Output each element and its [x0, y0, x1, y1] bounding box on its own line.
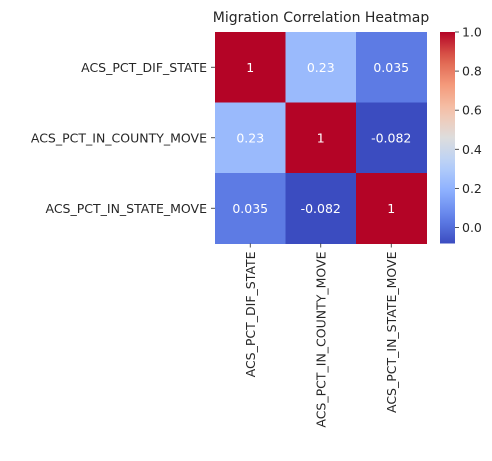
heatmap-cell-label-r2-c1: -0.082	[301, 201, 341, 216]
heatmap-cell-label-r0-c0: 1	[246, 60, 254, 75]
heatmap-cell-r1-c2	[356, 102, 427, 174]
heatmap-cell-r1-c1	[285, 102, 357, 174]
column-tick-label: ACS_PCT_IN_COUNTY_MOVE	[313, 251, 328, 427]
heatmap-cell-r0-c1	[285, 32, 357, 103]
heatmap-cell-r2-c1	[285, 173, 357, 244]
heatmap-cell-label-r2-c0: 0.035	[232, 201, 268, 216]
column-tick-labels: ACS_PCT_DIF_STATE ACS_PCT_IN_COUNTY_MOVE A…	[243, 243, 399, 428]
row-tick-labels: ACS_PCT_DIF_STATE ACS_PCT_IN_COUNTY_MOVE A…	[31, 60, 215, 216]
column-tick-label: ACS_PCT_IN_STATE_MOVE	[384, 251, 399, 413]
heatmap-cell-label-r1-c1: 1	[317, 130, 325, 145]
chart-title: Migration Correlation Heatmap	[213, 10, 430, 26]
row-tick-label: ACS_PCT_IN_STATE_MOVE	[46, 201, 208, 216]
colorbar-tick-label: 0.0	[462, 220, 482, 235]
colorbar-tick-label: 0.2	[462, 181, 482, 196]
heatmap-cell-label-r0-c2: 0.035	[373, 60, 409, 75]
row-tick-label: ACS_PCT_IN_COUNTY_MOVE	[31, 130, 207, 145]
colorbar-tick-label: 1.0	[462, 25, 482, 40]
heatmap-cell-r2-c2	[356, 173, 427, 244]
heatmap-cell-r1-c0	[215, 102, 286, 174]
colorbar-tick-label: 0.6	[462, 103, 482, 118]
heatmap-cell-label-r1-c2: -0.082	[371, 130, 411, 145]
heatmap-cell-r0-c0	[215, 32, 286, 103]
heatmap-cell-label-r2-c2: 1	[387, 201, 395, 216]
row-tick-label: ACS_PCT_DIF_STATE	[81, 60, 207, 75]
heatmap-cell-label-r1-c0: 0.23	[236, 130, 264, 145]
colorbar-gradient	[440, 32, 455, 244]
column-tick-label: ACS_PCT_DIF_STATE	[243, 251, 258, 377]
heatmap-cells: 1 0.23 0.035 0.23 1 -0.082 0.035 -0.082 1	[215, 32, 427, 244]
colorbar: 0.0 0.2 0.4 0.6 0.8 1.0	[440, 25, 482, 244]
colorbar-tick-label: 0.4	[462, 142, 482, 157]
heatmap-cell-label-r0-c1: 0.23	[307, 60, 335, 75]
colorbar-tick-label: 0.8	[462, 64, 482, 79]
heatmap-cell-r0-c2	[356, 32, 427, 103]
heatmap-cell-r2-c0	[215, 173, 286, 244]
